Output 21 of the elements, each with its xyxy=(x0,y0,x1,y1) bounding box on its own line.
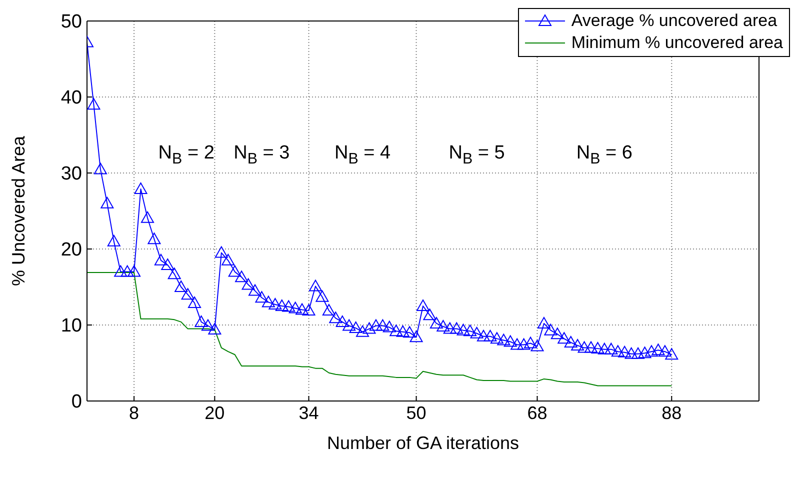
y-axis-title: % Uncovered Area xyxy=(8,134,28,286)
y-tick-label: 20 xyxy=(60,240,82,261)
y-tick-label: 30 xyxy=(60,164,82,185)
x-tick-label: 88 xyxy=(662,402,682,423)
annotation: N$_{B}$ = 4 xyxy=(334,142,391,167)
y-tick-label: 10 xyxy=(60,316,82,337)
y-tick-label: 40 xyxy=(60,88,82,109)
annotation: N$_{B}$ = 6 xyxy=(576,142,632,167)
legend-label: Average % uncovered area xyxy=(571,11,778,31)
x-tick-label: 8 xyxy=(129,402,140,423)
x-tick-label: 50 xyxy=(406,402,426,423)
annotation: N$_{B}$ = 3 xyxy=(234,142,290,167)
annotation: N$_{B}$ = 5 xyxy=(448,142,505,167)
x-axis-title: Number of GA iterations xyxy=(326,433,520,453)
y-tick-label: 50 xyxy=(60,12,82,33)
x-tick-label: 34 xyxy=(298,402,319,423)
y-tick-label: 0 xyxy=(71,392,82,413)
legend-label: Minimum % uncovered area xyxy=(571,33,783,53)
annotation: N$_{B}$ = 2 xyxy=(158,142,214,167)
x-tick-label: 68 xyxy=(527,402,548,423)
x-tick-label: 20 xyxy=(204,402,225,423)
